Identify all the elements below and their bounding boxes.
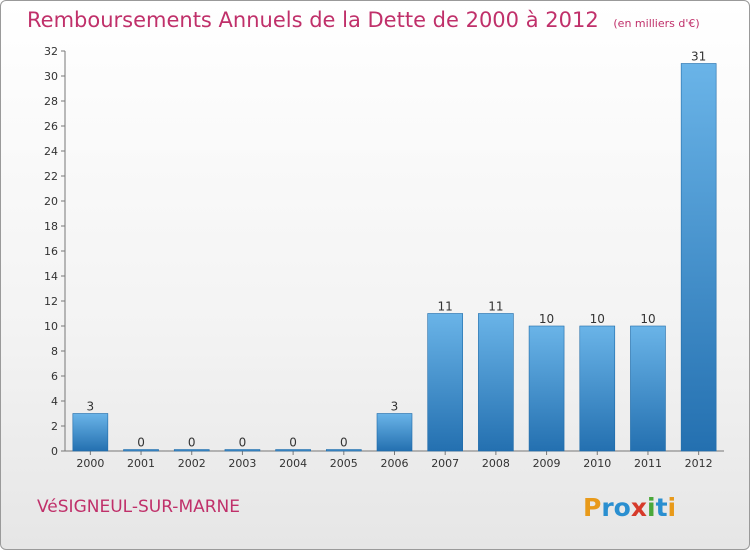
bar bbox=[630, 325, 666, 452]
y-tick-label: 0 bbox=[51, 445, 58, 458]
data-label: 10 bbox=[590, 312, 605, 326]
bar bbox=[427, 313, 463, 452]
x-tick-label: 2002 bbox=[178, 457, 206, 470]
y-tick-label: 30 bbox=[44, 70, 58, 83]
y-tick-label: 2 bbox=[51, 420, 58, 433]
data-label: 0 bbox=[239, 436, 247, 450]
bar bbox=[579, 325, 616, 452]
y-tick-label: 16 bbox=[44, 245, 58, 258]
data-label: 31 bbox=[691, 50, 706, 64]
y-tick-label: 4 bbox=[51, 395, 58, 408]
y-tick-label: 14 bbox=[44, 270, 58, 283]
x-tick-label: 2012 bbox=[685, 457, 713, 470]
y-tick-label: 28 bbox=[44, 95, 58, 108]
bar bbox=[173, 449, 210, 452]
data-label: 3 bbox=[87, 400, 95, 414]
chart-title: Remboursements Annuels de la Dette de 20… bbox=[27, 8, 700, 32]
bar bbox=[123, 449, 159, 452]
bar bbox=[224, 449, 261, 452]
data-label: 11 bbox=[488, 300, 503, 314]
bars: 3 0 0 0 0 0 3 11 11 10 10 10 31 bbox=[72, 50, 717, 452]
x-tick-label: 2011 bbox=[634, 457, 662, 470]
bar bbox=[680, 63, 717, 452]
bar bbox=[528, 325, 565, 452]
x-tick-label: 2005 bbox=[330, 457, 358, 470]
x-tick-label: 2009 bbox=[533, 457, 561, 470]
title-text: Remboursements Annuels de la Dette de 20… bbox=[27, 8, 599, 32]
data-label: 0 bbox=[289, 436, 297, 450]
x-tick-label: 2006 bbox=[381, 457, 409, 470]
svg-text:Proxiti: Proxiti bbox=[583, 493, 676, 522]
data-label: 0 bbox=[188, 436, 196, 450]
data-label: 10 bbox=[539, 312, 554, 326]
bar bbox=[275, 449, 311, 452]
city-name: VéSIGNEUL-SUR-MARNE bbox=[37, 497, 241, 517]
data-label: 0 bbox=[340, 436, 348, 450]
data-label: 11 bbox=[438, 300, 453, 314]
y-tick-label: 32 bbox=[44, 45, 58, 58]
y-tick-label: 8 bbox=[51, 345, 58, 358]
x-tick-label: 2000 bbox=[76, 457, 104, 470]
data-label: 3 bbox=[391, 400, 399, 414]
data-label: 0 bbox=[137, 436, 145, 450]
bar bbox=[376, 413, 413, 452]
y-tick-label: 24 bbox=[44, 145, 58, 158]
x-tick-label: 2003 bbox=[228, 457, 256, 470]
y-tick-label: 20 bbox=[44, 195, 58, 208]
data-label: 10 bbox=[640, 312, 655, 326]
x-tick-label: 2007 bbox=[431, 457, 459, 470]
y-tick-label: 18 bbox=[44, 220, 58, 233]
unit-label: (en milliers d'€) bbox=[613, 17, 700, 30]
bar bbox=[326, 449, 362, 452]
y-tick-label: 10 bbox=[44, 320, 58, 333]
y-tick-label: 6 bbox=[51, 370, 58, 383]
y-tick-label: 26 bbox=[44, 120, 58, 133]
y-tick-label: 22 bbox=[44, 170, 58, 183]
x-tick-label: 2001 bbox=[127, 457, 155, 470]
x-tick-label: 2004 bbox=[279, 457, 307, 470]
x-tick-label: 2010 bbox=[583, 457, 611, 470]
bar bbox=[72, 413, 109, 452]
proxiti-logo: Proxiti bbox=[583, 493, 676, 522]
y-tick-label: 12 bbox=[44, 295, 58, 308]
bar bbox=[478, 313, 514, 452]
x-tick-label: 2008 bbox=[482, 457, 510, 470]
